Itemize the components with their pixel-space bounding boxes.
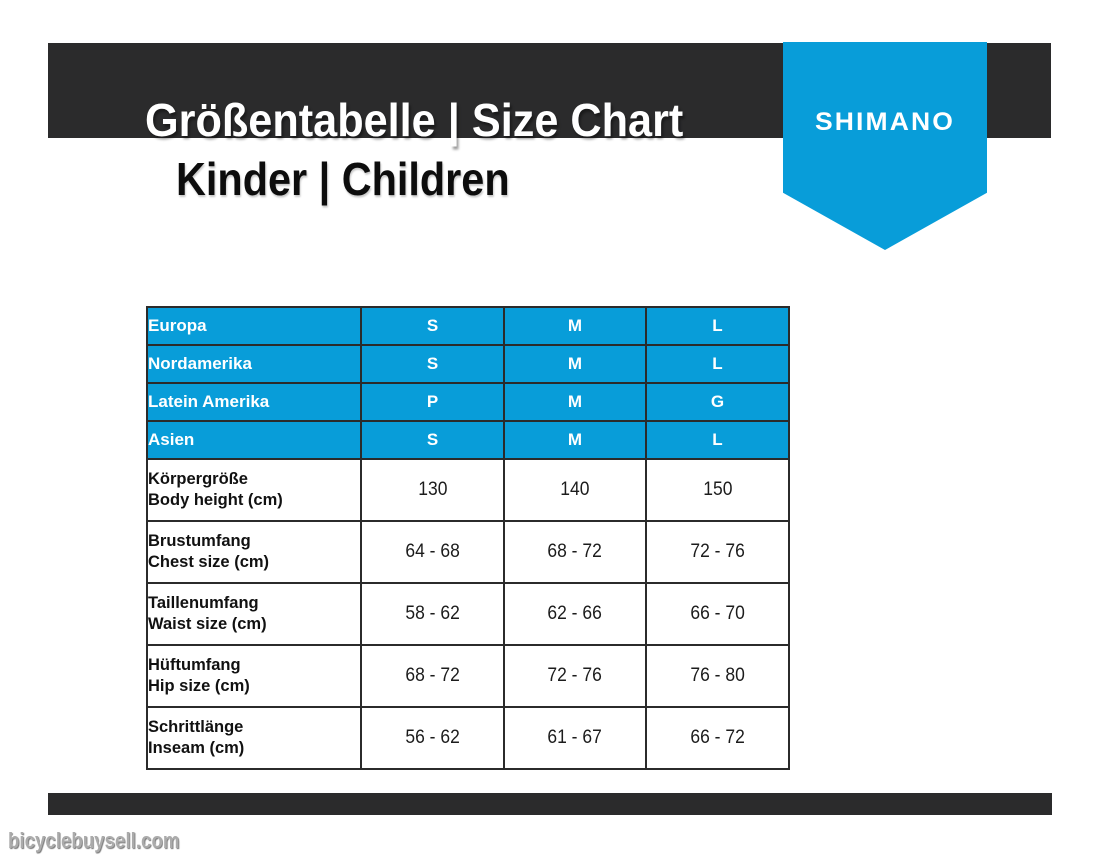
measure-label: Brustumfang Chest size (cm) xyxy=(146,520,362,584)
measure-value: 140 xyxy=(560,479,590,500)
measure-value: 61 - 67 xyxy=(547,727,603,748)
measure-cell: 61 - 67 xyxy=(503,706,647,770)
measure-value: 150 xyxy=(702,479,733,500)
measure-value: 66 - 72 xyxy=(690,727,745,748)
page-subtitle: Kinder | Children xyxy=(176,153,510,205)
footer-band xyxy=(48,793,1052,815)
measure-label-en: Chest size (cm) xyxy=(148,553,270,571)
measure-cell: 58 - 62 xyxy=(360,582,505,646)
measure-label-de: Schrittlänge xyxy=(148,718,244,736)
measure-label-en: Waist size (cm) xyxy=(148,615,267,633)
page-title: Größentabelle | Size Chart xyxy=(145,94,684,146)
table-row-hip-size: Hüftumfang Hip size (cm) 68 - 72 72 - 76… xyxy=(146,644,790,708)
size-cell: L xyxy=(645,420,790,460)
measure-cell: 130 xyxy=(360,458,505,522)
measure-value: 64 - 68 xyxy=(405,541,460,562)
size-cell: S xyxy=(360,306,505,346)
measure-value: 66 - 70 xyxy=(690,603,745,624)
table-row-nordamerika: Nordamerika S M L xyxy=(146,344,790,384)
measure-label-en: Inseam (cm) xyxy=(148,739,245,757)
measure-cell: 56 - 62 xyxy=(360,706,505,770)
size-cell: M xyxy=(503,420,647,460)
measure-value: 68 - 72 xyxy=(405,665,460,686)
size-cell: L xyxy=(645,306,790,346)
measure-cell: 140 xyxy=(503,458,647,522)
measure-label-en: Body height (cm) xyxy=(148,491,283,509)
region-label: Asien xyxy=(146,420,362,460)
measure-cell: 68 - 72 xyxy=(360,644,505,708)
region-label: Latein Amerika xyxy=(146,382,362,422)
table-row-chest-size: Brustumfang Chest size (cm) 64 - 68 68 -… xyxy=(146,520,790,584)
measure-label-en: Hip size (cm) xyxy=(148,677,250,695)
measure-cell: 150 xyxy=(645,458,790,522)
measure-value: 72 - 76 xyxy=(690,541,745,562)
size-cell: S xyxy=(360,344,505,384)
size-cell: P xyxy=(360,382,505,422)
shimano-ribbon-badge: SHIMANO xyxy=(783,42,987,250)
measure-cell: 66 - 72 xyxy=(645,706,790,770)
measure-label-de: Brustumfang xyxy=(148,532,251,550)
measure-value: 56 - 62 xyxy=(405,727,460,748)
watermark: bicyclebuysell.com xyxy=(8,828,180,853)
measure-value: 58 - 62 xyxy=(405,603,460,624)
measure-value: 130 xyxy=(417,479,448,500)
table-row-europa: Europa S M L xyxy=(146,306,790,346)
size-cell: M xyxy=(503,382,647,422)
measure-label: Taillenumfang Waist size (cm) xyxy=(146,582,362,646)
region-label: Nordamerika xyxy=(146,344,362,384)
measure-label: Körpergröße Body height (cm) xyxy=(146,458,362,522)
measure-value: 72 - 76 xyxy=(547,665,603,686)
measure-label-de: Hüftumfang xyxy=(148,656,241,674)
size-chart-table: Europa S M L Nordamerika S M L Latein Am… xyxy=(146,306,790,770)
size-cell: G xyxy=(645,382,790,422)
measure-cell: 62 - 66 xyxy=(503,582,647,646)
table-row-asien: Asien S M L xyxy=(146,420,790,460)
measure-value: 68 - 72 xyxy=(547,541,603,562)
size-cell: S xyxy=(360,420,505,460)
measure-value: 62 - 66 xyxy=(547,603,603,624)
measure-cell: 64 - 68 xyxy=(360,520,505,584)
measure-label: Schrittlänge Inseam (cm) xyxy=(146,706,362,770)
measure-cell: 68 - 72 xyxy=(503,520,647,584)
measure-label-de: Taillenumfang xyxy=(148,594,259,612)
table-row-body-height: Körpergröße Body height (cm) 130 140 150 xyxy=(146,458,790,522)
measure-cell: 66 - 70 xyxy=(645,582,790,646)
measure-cell: 72 - 76 xyxy=(503,644,647,708)
measure-cell: 72 - 76 xyxy=(645,520,790,584)
size-cell: L xyxy=(645,344,790,384)
region-label: Europa xyxy=(146,306,362,346)
measure-label: Hüftumfang Hip size (cm) xyxy=(146,644,362,708)
shimano-logo: SHIMANO xyxy=(815,108,955,136)
size-cell: M xyxy=(503,306,647,346)
size-cell: M xyxy=(503,344,647,384)
table-row-inseam: Schrittlänge Inseam (cm) 56 - 62 61 - 67… xyxy=(146,706,790,770)
measure-label-de: Körpergröße xyxy=(148,470,248,488)
measure-cell: 76 - 80 xyxy=(645,644,790,708)
measure-value: 76 - 80 xyxy=(690,665,745,686)
table-row-waist-size: Taillenumfang Waist size (cm) 58 - 62 62… xyxy=(146,582,790,646)
table-row-latein-amerika: Latein Amerika P M G xyxy=(146,382,790,422)
